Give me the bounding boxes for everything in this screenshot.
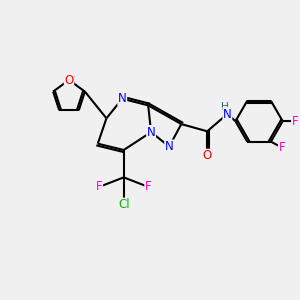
- Text: N: N: [147, 126, 155, 139]
- Text: N: N: [223, 107, 232, 121]
- Text: F: F: [145, 180, 152, 194]
- Text: F: F: [292, 115, 299, 128]
- Text: N: N: [118, 92, 127, 105]
- Text: Cl: Cl: [118, 198, 130, 211]
- Text: F: F: [96, 180, 103, 194]
- Text: O: O: [64, 74, 74, 86]
- Text: F: F: [278, 141, 285, 154]
- Text: O: O: [202, 149, 212, 162]
- Text: N: N: [165, 140, 174, 153]
- Text: H: H: [221, 102, 229, 112]
